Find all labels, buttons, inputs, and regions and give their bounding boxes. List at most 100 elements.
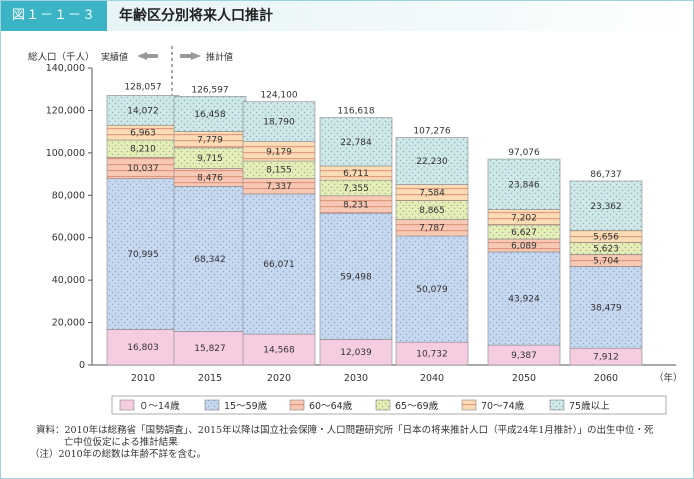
- bar-segment-label: 50,079: [416, 285, 448, 295]
- bar-segment-label: 16,803: [127, 343, 159, 353]
- bar-segment: [242, 333, 316, 366]
- y-tick-label: 0: [79, 360, 85, 371]
- bar-segment-label: 7,355: [343, 184, 369, 194]
- bar-segment: [319, 117, 393, 167]
- source-note-line1: 資料：2010年は総務省「国勢調査」、2015年以降は国立社会保障・人口問題研究…: [36, 425, 654, 436]
- bar-segment: [569, 266, 643, 349]
- bar-segment-label: 5,656: [593, 233, 619, 243]
- legend-swatch: [204, 399, 220, 411]
- bar-segment-label: 7,202: [511, 213, 537, 223]
- bar-segment-label: 8,231: [343, 201, 369, 211]
- projected-arrow-icon: [180, 52, 201, 60]
- bar-segment-label: 7,787: [419, 224, 445, 234]
- legend-swatch: [375, 399, 391, 411]
- bar-total-label: 86,737: [590, 170, 622, 180]
- bar-segment-label: 7,584: [419, 189, 445, 199]
- legend-label: 70～74歳: [481, 400, 525, 412]
- y-tick-label: 140,000: [46, 63, 85, 74]
- legend-swatch: [461, 399, 477, 411]
- bar-segment: [319, 212, 393, 340]
- bar-segment-label: 9,179: [266, 147, 292, 157]
- bar-segment-label: 22,784: [340, 138, 372, 148]
- bar-segment-label: 16,458: [194, 110, 226, 120]
- y-tick-label: 120,000: [46, 105, 85, 116]
- bar-segment-label: 6,089: [511, 241, 537, 251]
- bar-segment-label: 6,711: [343, 169, 369, 179]
- bar-segment: [242, 101, 316, 142]
- actual-label: 実績値: [101, 51, 128, 63]
- bar-segment-label: 12,039: [340, 348, 372, 358]
- x-tick-label: 2060: [594, 373, 618, 384]
- y-tick-label: 100,000: [46, 148, 85, 159]
- y-tick-label: 60,000: [52, 233, 85, 244]
- bar-segment: [106, 178, 180, 330]
- bar-segment-label: 23,362: [590, 202, 622, 212]
- bar-segment-label: 68,342: [194, 255, 226, 265]
- figure-header: 図１－１－３ 年齢区分別将来人口推計: [1, 1, 693, 31]
- bar-segment: [395, 235, 469, 343]
- y-tick-label: 80,000: [52, 190, 85, 201]
- bar-segment-label: 7,912: [593, 353, 619, 363]
- bar-segment: [319, 339, 393, 366]
- x-tick-label: 2015: [198, 373, 222, 384]
- bar-segment-label: 14,072: [127, 106, 159, 116]
- bar-segment-label: 38,479: [590, 303, 622, 313]
- bar-segment-label: 6,963: [130, 129, 156, 139]
- bar-segment-label: 70,995: [127, 250, 159, 260]
- projected-label: 推計値: [206, 51, 233, 63]
- bar-segment-label: 9,715: [197, 154, 223, 164]
- legend-swatch: [119, 399, 135, 411]
- legend-label: 60～64歳: [309, 400, 353, 412]
- bar-segment: [173, 186, 247, 332]
- figure-number: 図１－１－３: [1, 1, 107, 31]
- x-tick-label: 2050: [512, 373, 536, 384]
- bar-total-label: 97,076: [508, 148, 540, 158]
- bar-segment-label: 14,568: [263, 346, 295, 356]
- legend-label: 15～59歳: [224, 400, 268, 412]
- bar-segment-label: 6,627: [511, 228, 537, 238]
- bar-segment-label: 8,865: [419, 206, 445, 216]
- actual-arrow-icon: [137, 52, 158, 60]
- bar-segment: [487, 251, 561, 346]
- bar-segment-label: 59,498: [340, 272, 372, 282]
- bar-segment-label: 10,732: [416, 350, 448, 360]
- bar-segment-label: 10,037: [127, 164, 159, 174]
- y-axis-label: 総人口（千人）: [28, 51, 95, 63]
- legend-label: 75歳以上: [569, 400, 610, 412]
- bar-segment-label: 5,704: [593, 257, 619, 267]
- bar-total-label: 124,100: [260, 91, 297, 101]
- legend-swatch: [549, 399, 565, 411]
- figure-title: 年齢区分別将来人口推計: [119, 8, 273, 24]
- bar-segment-label: 23,846: [508, 180, 540, 190]
- bar-segment-label: 66,071: [263, 260, 295, 270]
- bar-total-label: 128,057: [124, 82, 161, 92]
- bar-segment-label: 7,337: [266, 182, 292, 192]
- bar-segment: [569, 180, 643, 231]
- bar-segment: [242, 193, 316, 335]
- legend-swatch: [289, 399, 305, 411]
- bar-segment: [106, 329, 180, 366]
- bar-segment-label: 8,155: [266, 166, 292, 176]
- bar-total-label: 126,597: [191, 85, 228, 95]
- legend: ０～14歳 15～59歳 60～64歳 65～69歳 70～74歳 75歳以上: [111, 395, 667, 415]
- bar-segment: [106, 95, 180, 126]
- x-tick-label: 2010: [131, 373, 155, 384]
- y-tick-label: 20,000: [52, 318, 85, 329]
- bar-segment: [173, 96, 247, 132]
- bar-segment: [487, 158, 561, 210]
- bar-segment-label: 7,779: [197, 136, 223, 146]
- bar-segment-label: 15,827: [194, 344, 226, 354]
- x-tick-label: 2020: [267, 373, 291, 384]
- bar-segment-label: 22,230: [416, 157, 448, 167]
- bar-segment-label: 18,790: [263, 118, 295, 128]
- bar-segment-label: 43,924: [508, 294, 540, 304]
- bar-segment-label: 8,476: [197, 173, 223, 183]
- source-note-line2: 亡中位仮定による推計結果: [64, 437, 178, 448]
- x-axis-unit: （年）: [654, 372, 683, 384]
- y-tick-label: 40,000: [52, 275, 85, 286]
- bar-segment-label: 5,623: [593, 245, 619, 255]
- bar-segment-label: 9,387: [511, 351, 537, 361]
- bar-total-label: 116,618: [337, 107, 374, 117]
- bar-total-label: 107,276: [413, 126, 450, 136]
